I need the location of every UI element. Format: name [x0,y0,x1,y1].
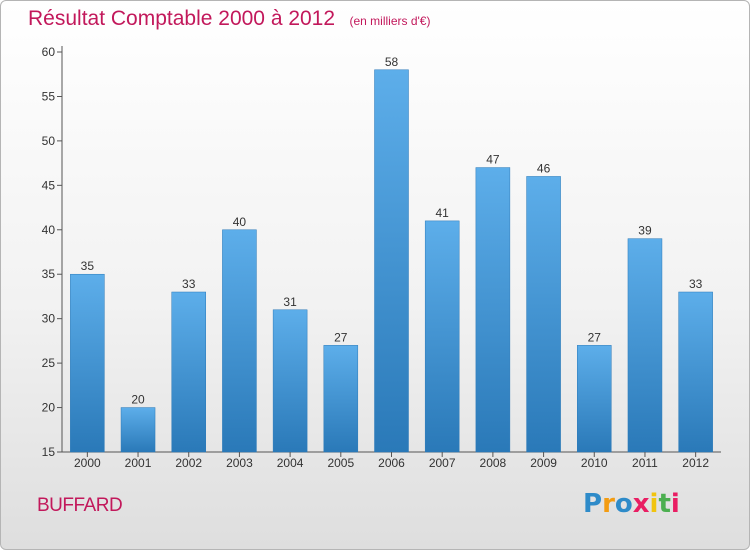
bar-2009 [526,176,561,453]
x-tick-label: 2006 [378,456,405,470]
y-tick-label: 50 [42,134,56,148]
bar-value-label: 33 [689,277,703,291]
bar-value-label: 39 [638,224,652,238]
x-tick-label: 2007 [429,456,456,470]
bar-value-label: 33 [182,277,196,291]
chart-title: Résultat Comptable 2000 à 2012 [28,7,336,30]
bar-value-label: 27 [334,330,348,344]
chart-unit: (en milliers d'€) [349,14,431,28]
bar-2006 [374,69,409,453]
y-tick-label: 40 [42,223,56,237]
bar-2010 [577,345,612,453]
x-tick-label: 2003 [226,456,253,470]
bar-value-label: 41 [436,206,450,220]
y-tick-label: 20 [42,401,56,415]
bar-2001 [120,407,156,453]
commune-name: BUFFARD [37,495,123,516]
bar-value-label: 27 [588,330,602,344]
x-tick-label: 2005 [327,456,354,470]
x-tick-label: 2008 [480,456,507,470]
bar-2004 [272,309,308,453]
bar-2011 [627,238,663,453]
bar-value-label: 40 [233,215,247,229]
bar-value-label: 47 [486,153,500,167]
proxiti-logo[interactable]: Proxiti [583,489,680,519]
logo-letter: t [658,489,671,519]
x-tick-label: 2004 [277,456,304,470]
y-tick-label: 25 [42,356,56,370]
y-tick-label: 30 [42,312,56,326]
bar-2005 [323,345,359,453]
bar-value-label: 46 [537,161,551,175]
y-tick-label: 60 [42,45,56,59]
chart-title-block: Résultat Comptable 2000 à 2012 (en milli… [28,7,430,31]
logo-letter: i [649,489,659,519]
bar-value-label: 31 [283,295,297,309]
bar-value-label: 58 [385,55,399,69]
bar-2008 [475,167,511,453]
logo-letter: x [632,489,650,519]
y-tick-label: 15 [42,445,56,459]
bar-value-label: 20 [131,393,145,407]
x-tick-label: 2011 [632,456,658,470]
bar-2007 [424,220,460,453]
logo-letter: P [583,489,603,519]
x-tick-label: 2012 [682,456,709,470]
bar-2000 [70,273,105,453]
logo-letter: o [614,489,633,519]
y-tick-label: 55 [42,89,56,103]
bar-2003 [222,229,257,453]
logo-letter: r [602,489,615,519]
y-tick-label: 45 [42,178,56,192]
bar-2002 [171,291,206,453]
bar-2012 [678,291,713,453]
x-tick-label: 2002 [175,456,202,470]
x-tick-label: 2000 [74,456,101,470]
logo-letter: i [670,489,680,519]
x-tick-label: 2009 [530,456,557,470]
x-tick-label: 2010 [581,456,608,470]
y-tick-label: 35 [42,267,56,281]
bar-value-label: 35 [81,259,95,273]
x-tick-label: 2001 [125,456,152,470]
